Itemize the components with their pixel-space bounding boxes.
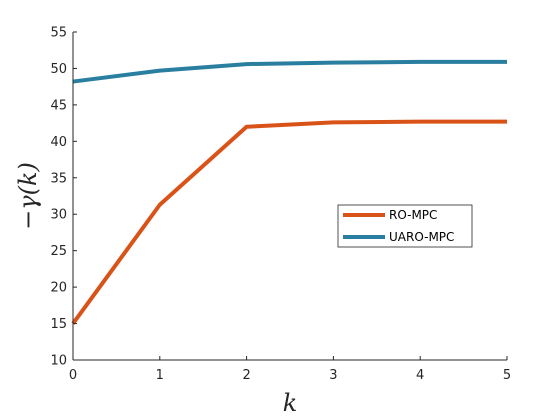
y-axis-label: −γ(k): [14, 162, 42, 230]
legend-label-uaro-mpc: UARO-MPC: [389, 230, 454, 244]
series-line-uaro-mpc: [72, 59, 507, 84]
y-tick-label: 10: [50, 354, 67, 369]
y-tick-label: 30: [50, 208, 67, 223]
legend-box: [337, 204, 473, 248]
legend-label-ro-mpc: RO-MPC: [389, 208, 437, 222]
y-tick-label: 15: [50, 317, 67, 332]
series-layer: [71, 59, 507, 325]
series-line-ro-mpc: [71, 119, 507, 325]
y-tick-label: 35: [50, 171, 67, 186]
y-tick-label: 20: [50, 281, 67, 296]
x-tick-label: 2: [242, 368, 250, 383]
y-ticks: 10 15 20 25 30 35 40 45 50 55: [50, 26, 77, 369]
x-tick-label: 5: [503, 368, 511, 383]
x-ticks: 0 1 2 3 4 5: [69, 356, 511, 383]
plot-area: [73, 32, 507, 360]
y-tick-label: 45: [50, 98, 67, 113]
axes: [72, 32, 507, 361]
x-tick-label: 4: [416, 368, 424, 383]
x-tick-label: 0: [69, 368, 77, 383]
legend: RO-MPC UARO-MPC: [337, 204, 473, 248]
y-tick-label: 50: [50, 62, 67, 77]
y-tick-label: 25: [50, 244, 67, 259]
x-axis-label: k: [283, 389, 298, 417]
y-tick-label: 55: [50, 26, 67, 41]
x-tick-label: 3: [329, 368, 337, 383]
y-tick-label: 40: [50, 135, 67, 150]
x-tick-label: 1: [156, 368, 164, 383]
